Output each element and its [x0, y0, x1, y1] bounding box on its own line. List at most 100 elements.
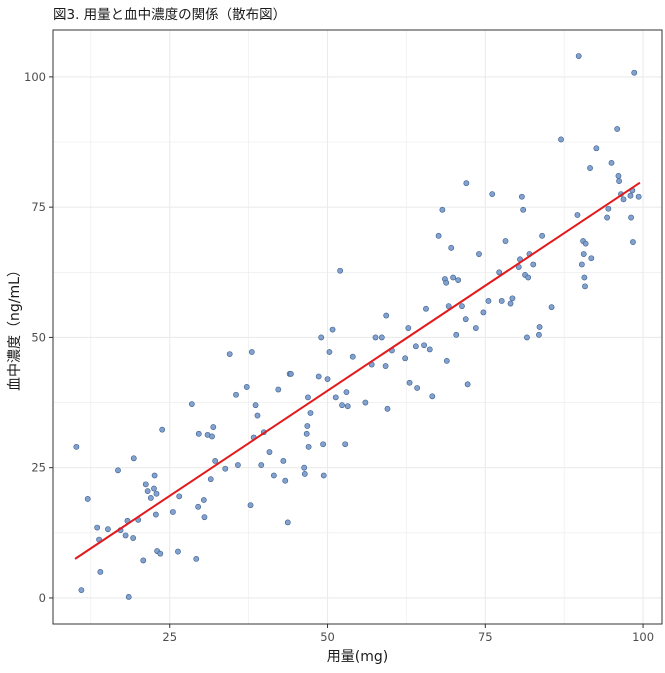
- data-point: [304, 423, 311, 429]
- data-point: [258, 462, 265, 468]
- data-point: [195, 430, 202, 437]
- data-point: [574, 212, 581, 218]
- data-point: [502, 238, 509, 244]
- data-point: [254, 412, 261, 419]
- major-gridlines: [53, 30, 662, 624]
- data-point: [151, 472, 158, 479]
- data-point: [315, 373, 322, 380]
- data-point: [463, 180, 470, 187]
- data-point: [125, 594, 132, 600]
- data-point: [615, 172, 622, 179]
- data-point: [635, 193, 642, 200]
- data-point: [378, 334, 385, 341]
- data-point: [147, 495, 154, 501]
- data-point: [248, 349, 255, 355]
- data-point: [176, 493, 183, 500]
- data-point: [383, 312, 390, 319]
- data-point: [429, 393, 436, 400]
- data-point: [337, 267, 344, 274]
- data-point: [631, 69, 638, 76]
- data-point: [518, 193, 525, 200]
- data-point: [435, 232, 442, 239]
- data-point: [280, 458, 287, 464]
- data-point: [159, 426, 166, 433]
- data-point: [426, 346, 433, 353]
- data-point: [402, 355, 409, 362]
- data-point: [84, 496, 91, 502]
- data-point: [305, 394, 311, 401]
- data-point: [548, 304, 555, 311]
- data-point: [627, 192, 634, 199]
- data-point: [303, 430, 310, 437]
- data-point: [301, 464, 308, 471]
- data-point: [209, 433, 215, 440]
- data-point: [105, 526, 111, 533]
- data-point: [628, 214, 634, 221]
- data-point: [97, 568, 104, 575]
- data-point: [275, 386, 282, 393]
- data-point: [536, 324, 543, 330]
- y-tick-label: 25: [31, 461, 46, 475]
- data-point: [332, 394, 339, 401]
- data-point: [343, 389, 350, 396]
- data-point: [582, 283, 588, 290]
- y-tick-label: 100: [24, 70, 46, 84]
- data-point: [593, 145, 600, 152]
- data-point: [175, 548, 181, 555]
- data-point: [414, 385, 421, 391]
- data-point: [94, 524, 101, 531]
- data-point: [282, 477, 289, 484]
- data-point: [284, 519, 291, 526]
- y-axis-label: 血中濃度（ng/mL）: [7, 263, 23, 391]
- regression-line: [74, 181, 641, 560]
- data-point: [439, 206, 446, 213]
- data-point: [115, 467, 121, 474]
- data-point: [344, 403, 351, 410]
- data-point: [509, 295, 516, 302]
- data-point: [443, 357, 450, 364]
- data-point: [201, 514, 208, 521]
- data-point: [445, 303, 452, 310]
- minor-gridlines: [53, 30, 662, 624]
- data-point: [464, 381, 471, 388]
- x-axis: 25 50 75 100: [162, 624, 654, 644]
- data-point: [423, 305, 429, 312]
- data-point: [604, 214, 610, 221]
- data-point: [587, 165, 593, 171]
- data-point: [498, 298, 505, 304]
- data-point: [288, 370, 294, 377]
- y-axis: 0 25 50 75 100: [24, 70, 53, 605]
- data-point: [362, 399, 369, 406]
- data-point: [507, 300, 514, 307]
- data-point: [326, 349, 333, 355]
- data-point: [582, 240, 589, 247]
- data-point: [406, 379, 413, 386]
- data-point: [496, 269, 503, 276]
- data-point: [130, 455, 137, 462]
- data-point: [580, 251, 587, 257]
- data-point: [558, 136, 564, 143]
- data-point: [412, 343, 419, 350]
- y-tick-label: 75: [31, 200, 46, 214]
- data-point: [605, 205, 612, 212]
- data-point: [524, 334, 530, 341]
- data-point: [140, 557, 147, 564]
- data-point: [489, 191, 496, 198]
- data-point: [270, 472, 277, 479]
- data-point: [578, 261, 585, 268]
- data-point: [520, 206, 527, 213]
- data-point: [73, 443, 80, 450]
- data-point: [421, 342, 427, 349]
- data-point: [349, 353, 356, 360]
- data-point: [382, 363, 389, 369]
- data-point: [247, 502, 254, 509]
- data-point: [305, 443, 312, 450]
- data-point: [78, 587, 85, 594]
- data-point: [233, 391, 239, 398]
- data-point: [614, 126, 621, 132]
- data-point: [480, 309, 487, 316]
- chart-title: 図3. 用量と血中濃度の関係（散布図）: [53, 7, 286, 23]
- fit-line-layer: [74, 181, 641, 560]
